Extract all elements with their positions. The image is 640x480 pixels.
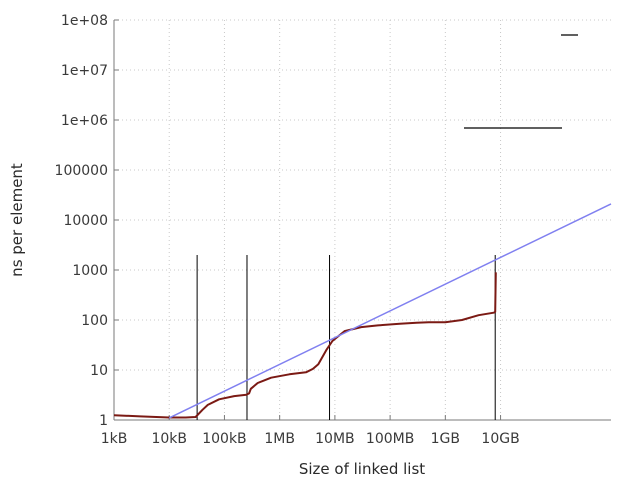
y-tick-label: 1 [99,413,108,429]
y-axis-label: ns per element [8,163,26,277]
y-tick-label: 100 [81,313,108,329]
legend [464,34,578,129]
x-tick-label: 10kB [151,431,187,447]
measured-series-line [113,272,497,419]
y-tick-label: 1000 [72,263,108,279]
y-tick-label: 10000 [63,213,108,229]
x-tick-label: 1kB [101,431,128,447]
x-tick-label: 100kB [202,431,246,447]
x-axis-label: Size of linked list [299,460,425,478]
grid [114,19,611,420]
fit-series-line [168,203,612,419]
y-tick-label: 1e+06 [61,113,108,129]
y-tick-label: 1e+08 [61,13,108,29]
ticks: 1 10 100 1000 10000 100000 1e+06 1e+07 1e+08 1kB 1… [55,13,520,447]
series-layer [113,203,612,419]
y-tick-label: 10 [90,363,108,379]
y-tick-label: 1e+07 [61,63,108,79]
x-tick-label: 10MB [315,431,355,447]
y-tick-label: 100000 [55,163,108,179]
x-tick-label: 10GB [481,431,519,447]
x-tick-label: 100MB [366,431,414,447]
x-tick-label: 1GB [431,431,460,447]
x-tick-label: 1MB [264,431,295,447]
